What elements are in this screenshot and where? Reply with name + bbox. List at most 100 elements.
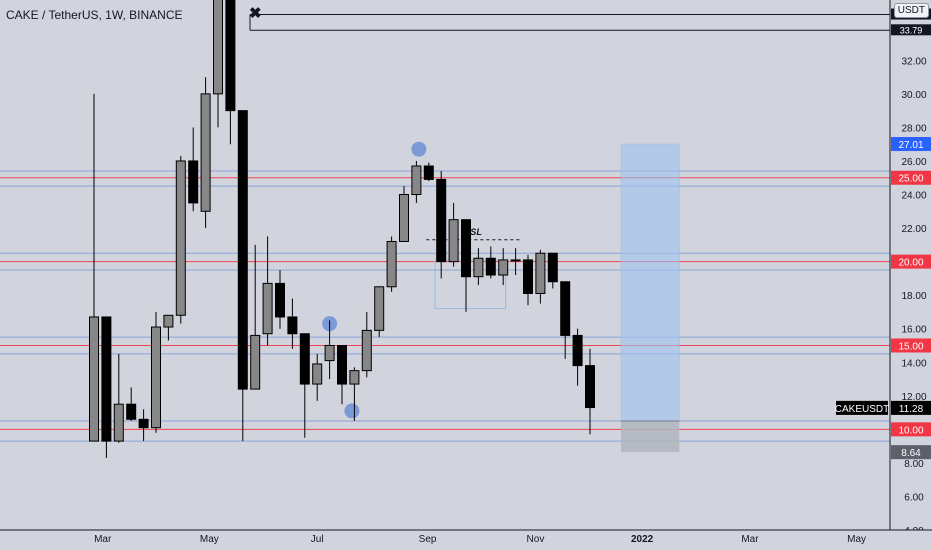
candle-body — [498, 259, 509, 276]
x-tick-label-7: May — [847, 534, 866, 545]
candle-body — [324, 344, 335, 362]
candle-24 — [386, 236, 397, 292]
candle-35 — [523, 254, 533, 306]
candle-body — [560, 281, 571, 336]
x-tick-label-6: Mar — [741, 534, 759, 545]
candle-26 — [411, 160, 422, 203]
annotations: BSL — [249, 14, 890, 419]
axis-tag-label-3: 15.00 — [898, 341, 923, 352]
y-tick-label-5: 14.00 — [901, 358, 926, 369]
axis-tag-label-4: 10.00 — [898, 425, 923, 436]
candle-body — [485, 257, 496, 276]
candle-16 — [287, 298, 298, 349]
axis-tag-label-1: 25.00 — [898, 174, 923, 185]
candle-23 — [374, 286, 385, 338]
candle-31 — [473, 248, 484, 286]
candle-body — [473, 257, 484, 278]
candle-18 — [312, 353, 323, 401]
candle-10 — [213, 0, 223, 128]
candle-body — [101, 316, 112, 442]
y-tick-label-7: 18.00 — [901, 291, 926, 302]
candle-body — [510, 259, 521, 262]
candle-body — [374, 286, 385, 331]
candle-9 — [200, 77, 211, 229]
axis-tag-bg-0 — [891, 137, 931, 152]
top-tag-label-1: 33.79 — [900, 25, 923, 35]
candle-body — [188, 160, 199, 204]
circle-marker-2 — [344, 403, 360, 419]
candle-28 — [436, 171, 447, 279]
y-tick-label-10: 24.00 — [901, 191, 926, 202]
y-tick-label-11: 26.00 — [901, 157, 926, 168]
candle-0 — [89, 93, 99, 442]
candle-30 — [461, 219, 471, 312]
candle-body — [337, 344, 347, 385]
y-tick-label-9: 22.00 — [901, 224, 926, 235]
candle-33 — [498, 248, 509, 286]
candle-25 — [399, 186, 409, 242]
candle-body — [113, 403, 124, 442]
candle-15 — [275, 270, 285, 329]
candle-2 — [113, 353, 124, 443]
close-icon[interactable]: ✖ — [249, 5, 262, 22]
candle-3 — [126, 387, 137, 421]
candle-body — [275, 282, 285, 318]
circle-marker-0 — [411, 141, 427, 157]
chart-title: CAKE / TetherUS, 1W, BINANCE — [6, 8, 183, 22]
candle-body — [89, 316, 99, 442]
bsl-label: BSL — [464, 227, 482, 237]
candle-8 — [188, 127, 199, 212]
axis-tag-bg-4 — [891, 422, 931, 437]
time-axis: Mar May Jul Sep Nov 2022 Mar May — [0, 529, 932, 550]
candle-7 — [175, 155, 186, 324]
candle-body — [225, 0, 236, 112]
currency-badge[interactable]: USDT — [893, 3, 929, 18]
candle-body — [287, 316, 298, 335]
position-zones — [620, 143, 680, 453]
axis-tag-bg-2 — [891, 254, 931, 269]
candle-32 — [485, 246, 496, 279]
candle-body — [126, 403, 137, 420]
y-tick-label-4: 12.00 — [901, 392, 926, 403]
candle-6 — [163, 314, 174, 341]
candle-body — [250, 334, 261, 390]
candle-body — [423, 165, 434, 180]
y-tick-label-14: 32.00 — [901, 56, 926, 67]
candle-body — [399, 194, 409, 242]
axis-tag-bg-6 — [891, 400, 931, 415]
candle-13 — [250, 244, 261, 390]
candle-body — [299, 333, 310, 385]
top-tag-bg-1 — [891, 24, 931, 36]
x-tick-label-4: Nov — [527, 534, 545, 545]
candle-body — [448, 219, 459, 263]
candle-40 — [585, 348, 595, 435]
candle-body — [237, 110, 248, 390]
candle-body — [461, 219, 471, 278]
candle-17 — [299, 333, 310, 438]
y-tick-label-13: 30.00 — [901, 90, 926, 101]
candle-12 — [237, 110, 248, 442]
x-tick-label-1: May — [200, 534, 219, 545]
candle-body — [151, 326, 161, 429]
time-axis-bg — [0, 530, 932, 550]
candle-37 — [547, 252, 558, 289]
y-tick-label-1: 6.00 — [904, 492, 924, 503]
candle-34 — [510, 248, 521, 276]
x-tick-label-5: 2022 — [631, 534, 654, 545]
candle-body — [523, 259, 533, 294]
candles — [89, 0, 595, 458]
candle-27 — [423, 162, 434, 182]
x-tick-label-3: Sep — [419, 534, 437, 545]
candle-38 — [560, 281, 571, 359]
candle-39 — [572, 328, 583, 386]
x-tick-label-0: Mar — [94, 534, 112, 545]
symbol-tag-bg — [836, 400, 888, 415]
candle-36 — [535, 249, 546, 304]
y-tick-label-2: 8.00 — [904, 459, 924, 470]
candle-21 — [349, 367, 360, 421]
axis-tag-bg-5 — [891, 445, 931, 460]
candle-22 — [361, 311, 372, 378]
candle-body — [386, 240, 397, 288]
x-tick-label-2: Jul — [311, 534, 324, 545]
axis-tag-label-2: 20.00 — [898, 258, 923, 269]
